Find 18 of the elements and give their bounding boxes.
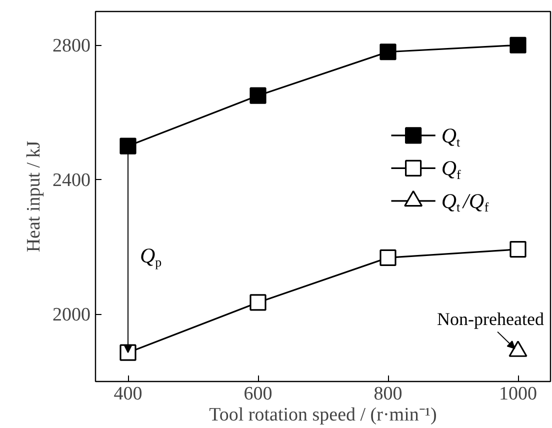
x-tick-label: 400 [114, 384, 142, 404]
x-tick-label: 1000 [499, 384, 537, 404]
annotation: Non-preheated [437, 308, 544, 329]
x-axis-title: Tool rotation speed / (r·min⁻¹) [209, 404, 437, 426]
y-tick-label: 2800 [52, 36, 90, 57]
point [120, 138, 136, 154]
y-tick-label: 2000 [52, 304, 90, 326]
point [250, 87, 266, 104]
point [380, 249, 396, 266]
point [120, 344, 136, 361]
x-tick-label: 600 [244, 384, 272, 404]
x-tick-label: 800 [374, 384, 402, 404]
point [510, 36, 526, 54]
point [380, 44, 396, 60]
y-axis-title: Heat input / kJ [24, 140, 44, 252]
point [250, 294, 266, 311]
y-tick-label: 2400 [52, 170, 90, 192]
point [510, 241, 526, 258]
